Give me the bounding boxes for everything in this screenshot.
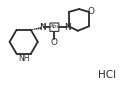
Text: N: N xyxy=(40,23,46,32)
FancyBboxPatch shape xyxy=(50,23,59,31)
Text: Abs: Abs xyxy=(49,24,60,29)
Text: O: O xyxy=(51,38,58,47)
Text: H: H xyxy=(40,23,45,28)
Text: O: O xyxy=(87,7,94,16)
Text: N: N xyxy=(65,23,71,32)
Text: HCl: HCl xyxy=(98,70,117,80)
Text: NH: NH xyxy=(18,54,29,63)
